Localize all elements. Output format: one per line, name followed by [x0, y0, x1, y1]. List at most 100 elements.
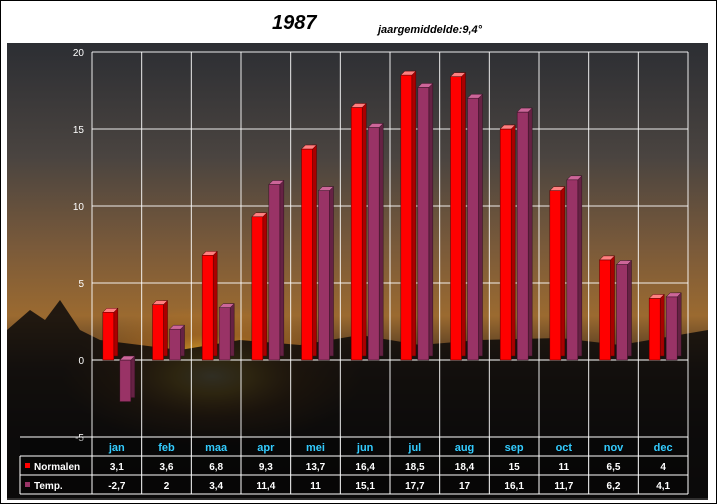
x-tick-label: maa — [205, 442, 228, 454]
data-label: 4,1 — [656, 481, 670, 492]
bar-side — [180, 324, 185, 357]
bar-side — [560, 186, 566, 357]
bar-side — [428, 83, 434, 357]
legend-label: Normalen — [34, 462, 80, 473]
legend-swatch — [25, 482, 30, 487]
data-label: 11 — [310, 481, 321, 492]
bar-side — [461, 72, 466, 357]
y-tick-label: 15 — [73, 125, 85, 136]
bar-temp-nov — [616, 264, 628, 361]
bar-normalen-sep — [499, 128, 512, 361]
bar-top — [350, 103, 367, 108]
bar-normalen-aug — [450, 76, 462, 361]
bar-top — [317, 186, 335, 191]
bar-side — [527, 107, 533, 357]
bar-side — [577, 175, 583, 357]
bar-top — [449, 72, 467, 77]
legend-label: Temp. — [34, 481, 63, 492]
bar-top — [268, 180, 285, 185]
bar-temp-jun — [367, 127, 380, 361]
bar-top — [665, 292, 682, 298]
y-tick-label: 20 — [73, 48, 85, 59]
bar-side — [329, 186, 334, 357]
bar-side — [262, 212, 268, 357]
bar-temp-maa — [218, 307, 231, 361]
bar-top — [466, 93, 484, 99]
data-label: 13,7 — [306, 462, 326, 473]
bar-top — [615, 260, 633, 265]
x-tick-label: oct — [556, 442, 573, 454]
data-label: 11 — [559, 462, 570, 473]
data-label: 3,4 — [209, 481, 223, 492]
data-label: 3,6 — [160, 462, 174, 473]
data-label: 6,2 — [607, 481, 621, 492]
bar-top — [151, 300, 169, 305]
x-tick-label: sep — [505, 442, 524, 454]
x-tick-label: dec — [654, 442, 673, 454]
bar-top — [417, 83, 434, 88]
bar-side — [659, 294, 665, 357]
bar-temp-mei — [318, 190, 330, 361]
bar-top — [168, 324, 186, 330]
x-tick-label: jan — [108, 442, 125, 454]
bar-top — [251, 212, 268, 218]
x-tick-label: apr — [257, 442, 275, 454]
chart-subtitle: jaargemiddelde:9,4° — [378, 24, 483, 36]
data-label: -2,7 — [108, 481, 126, 492]
bar-temp-aug — [467, 97, 479, 361]
bar-top — [598, 255, 616, 261]
bar-temp-jul — [417, 87, 430, 361]
data-label: 11,7 — [554, 481, 573, 492]
bar-temp-sep — [516, 111, 529, 361]
bar-temp-apr — [268, 184, 281, 361]
y-tick-label: 5 — [78, 279, 84, 290]
bar-side — [411, 70, 417, 357]
bar-normalen-mei — [301, 148, 313, 361]
bar-normalen-jan — [102, 312, 115, 361]
bar-normalen-apr — [251, 216, 264, 361]
bar-side — [478, 93, 483, 357]
bar-normalen-feb — [152, 304, 164, 361]
bar-side — [312, 144, 317, 357]
bars — [102, 70, 682, 402]
bar-side — [113, 308, 119, 357]
y-tick-label: 0 — [78, 356, 84, 367]
data-table: jan feb maa apr mei jun jul aug sep oct nov dec Norm… — [19, 436, 689, 495]
data-label: 3,1 — [110, 462, 124, 473]
bar-side — [279, 180, 285, 357]
bar-side — [130, 355, 136, 398]
data-label: 16,4 — [355, 462, 375, 473]
bar-side — [212, 251, 218, 357]
bar-normalen-jul — [400, 74, 413, 361]
data-label: 15 — [509, 462, 521, 473]
x-tick-label: nov — [604, 442, 624, 454]
bar-top — [400, 70, 417, 76]
x-tick-label: jun — [356, 442, 374, 454]
x-tick-label: aug — [455, 442, 475, 454]
bar-top — [300, 144, 318, 150]
bar-top — [367, 123, 384, 128]
bar-side — [163, 300, 168, 357]
bar-side — [229, 303, 235, 357]
bar-top — [102, 308, 119, 313]
data-label: 17 — [459, 481, 471, 492]
x-tick-label: jul — [407, 442, 421, 454]
bar-top — [119, 355, 136, 361]
x-tick-label: feb — [158, 442, 175, 454]
bar-side — [610, 255, 615, 357]
bar-side — [378, 123, 384, 357]
data-label: 15,1 — [355, 481, 375, 492]
bar-temp-dec — [665, 296, 678, 361]
bar-side — [361, 103, 367, 357]
y-tick-label: 10 — [73, 202, 85, 213]
data-label: 18,4 — [455, 462, 475, 473]
bar-temp-feb — [169, 328, 181, 361]
bar-normalen-oct — [549, 190, 562, 361]
x-tick-label: mei — [306, 442, 325, 454]
data-label: 17,7 — [405, 481, 425, 492]
data-label: 16,1 — [504, 481, 524, 492]
bar-normalen-nov — [599, 259, 611, 361]
data-label: 6,5 — [607, 462, 621, 473]
data-label: 6,8 — [209, 462, 223, 473]
